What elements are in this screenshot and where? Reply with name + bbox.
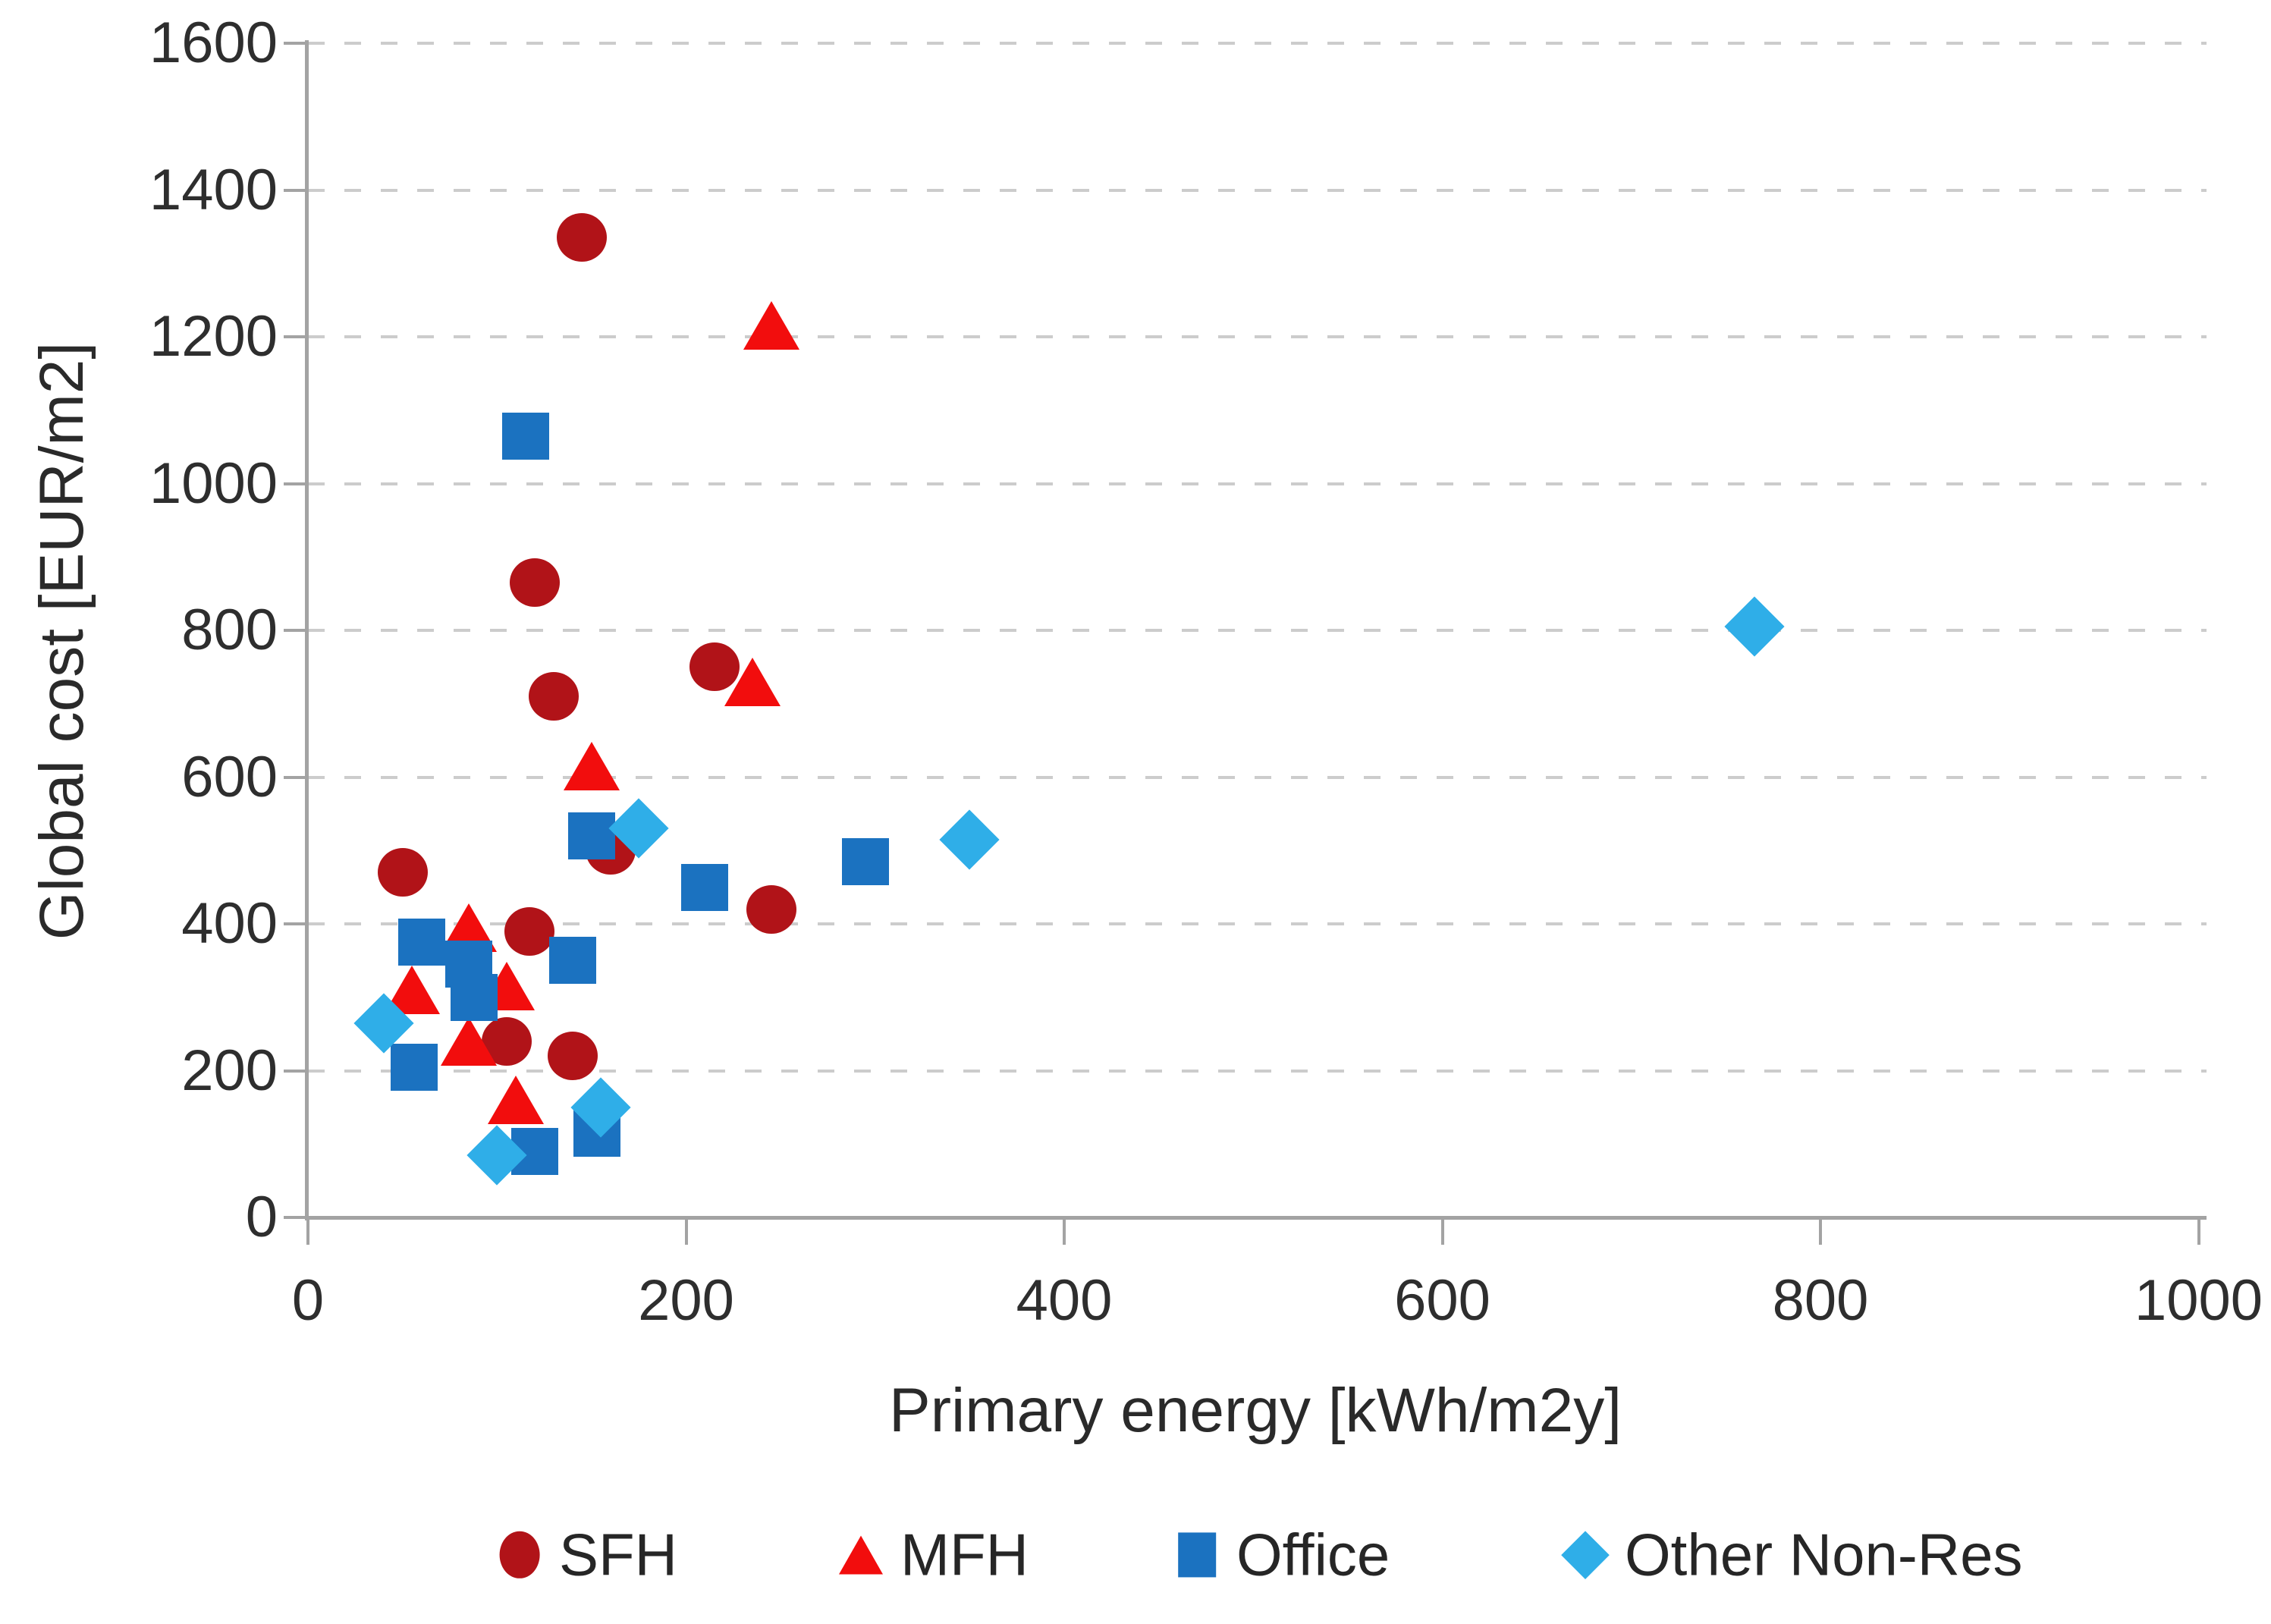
y-tick-1400 [284,188,306,192]
gridline-y-600 [308,775,2207,779]
x-tick-800 [1819,1217,1822,1245]
x-tick-200 [684,1217,688,1245]
y-tick-400 [284,922,306,925]
legend-label-sfh: SFH [559,1521,677,1588]
data-point-sfh [504,906,554,956]
y-tick-label-800: 800 [181,598,278,662]
x-tick-1000 [2197,1217,2200,1245]
y-tick-800 [284,629,306,632]
gridline-y-800 [308,629,2207,632]
legend-label-office: Office [1236,1521,1390,1588]
data-point-office [397,919,445,966]
gridline-y-1200 [308,335,2207,338]
x-tick-label-1000: 1000 [2134,1268,2263,1333]
data-point-mfh [440,1016,497,1066]
data-point-mfh [488,1076,545,1125]
y-tick-label-0: 0 [245,1185,278,1249]
y-tick-label-200: 200 [181,1038,278,1103]
gridline-y-200 [308,1069,2207,1073]
legend-triangle-icon [839,1535,883,1575]
legend-diamond-icon [1561,1531,1610,1579]
data-point-office [451,973,498,1021]
data-point-mfh [724,657,781,706]
legend-square-icon [1178,1532,1216,1578]
data-point-mfh [743,301,799,350]
y-tick-1200 [284,335,306,338]
data-point-sfh [529,672,580,721]
y-tick-200 [284,1069,306,1073]
y-tick-600 [284,775,306,779]
x-tick-label-400: 400 [1016,1268,1113,1333]
x-axis-line [305,1216,2207,1220]
x-tick-label-800: 800 [1772,1268,1869,1333]
y-tick-0 [284,1216,306,1219]
data-point-office [567,812,615,859]
gridline-y-400 [308,922,2207,925]
y-tick-label-1400: 1400 [149,157,278,222]
data-point-mfh [563,741,620,790]
y-tick-label-1600: 1600 [149,11,278,75]
data-point-office [548,937,596,985]
x-tick-0 [306,1217,309,1245]
data-point-sfh [510,558,561,608]
y-tick-label-600: 600 [181,744,278,809]
x-tick-label-0: 0 [291,1268,325,1333]
x-tick-label-200: 200 [638,1268,734,1333]
data-point-office [842,837,890,885]
data-point-sfh [547,1032,598,1081]
y-tick-label-1200: 1200 [149,304,278,369]
y-tick-label-400: 400 [181,891,278,956]
legend-label-other-non-res: Other Non-Res [1625,1521,2023,1588]
y-tick-label-1000: 1000 [149,451,278,516]
x-tick-label-600: 600 [1394,1268,1490,1333]
x-tick-600 [1440,1217,1444,1245]
x-tick-400 [1063,1217,1066,1245]
gridline-y-1000 [308,482,2207,485]
data-point-sfh [377,848,428,897]
data-point-office [501,412,549,460]
y-axis-line [305,40,309,1220]
legend-circle-icon [499,1531,540,1579]
legend-label-mfh: MFH [900,1521,1029,1588]
data-point-office [390,1043,438,1091]
y-tick-1600 [284,42,306,45]
y-tick-1000 [284,482,306,485]
gridline-y-1600 [308,42,2207,45]
data-point-sfh [557,213,608,262]
x-axis-title: Primary energy [kWh/m2y] [889,1376,1622,1445]
data-point-sfh [746,884,796,934]
gridline-y-1400 [308,188,2207,192]
data-point-office [681,863,729,911]
